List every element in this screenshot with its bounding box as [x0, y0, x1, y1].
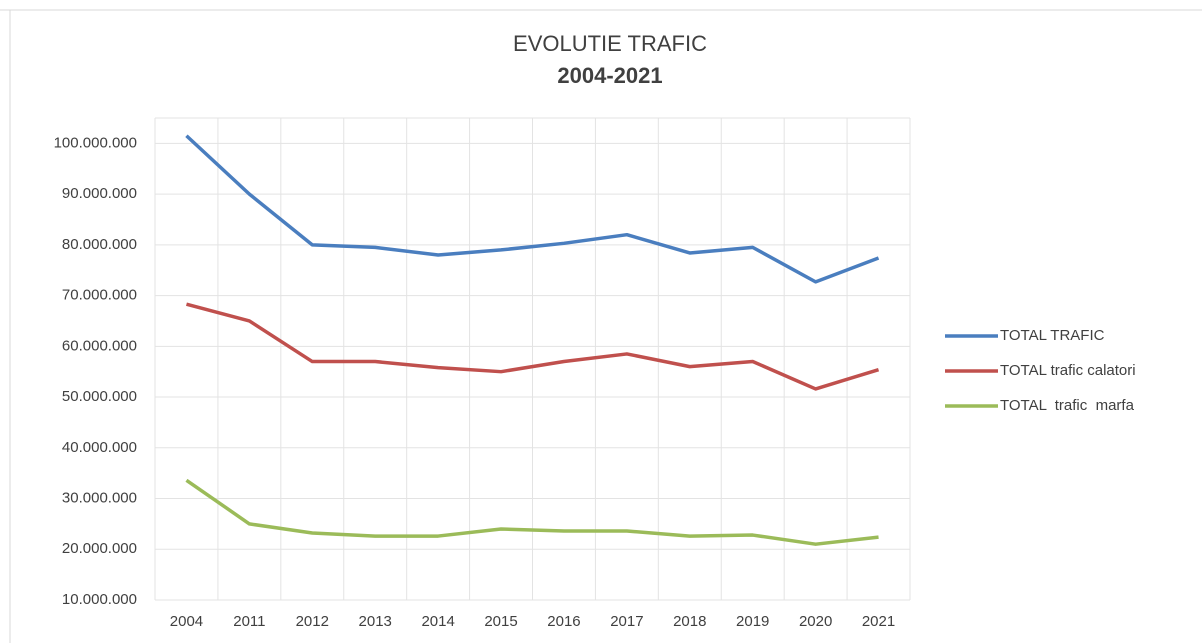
x-tick-label: 2021 [862, 613, 895, 630]
y-tick-label: 90.000.000 [62, 185, 137, 202]
x-tick-label: 2019 [736, 613, 769, 630]
x-tick-label: 2016 [547, 613, 580, 630]
chart-subtitle: 2004-2021 [557, 63, 662, 88]
x-tick-label: 2018 [673, 613, 706, 630]
line-series [185, 134, 880, 284]
legend-label: TOTAL trafic calatori [1000, 362, 1136, 379]
y-tick-label: 60.000.000 [62, 337, 137, 354]
y-tick-label: 70.000.000 [62, 287, 137, 304]
x-tick-label: 2004 [170, 613, 203, 630]
y-tick-label: 50.000.000 [62, 388, 137, 405]
chart-title: EVOLUTIE TRAFIC [513, 31, 707, 56]
x-tick-label: 2012 [296, 613, 329, 630]
x-tick-label: 2011 [233, 613, 265, 630]
x-tick-label: 2014 [421, 613, 454, 630]
y-tick-label: 40.000.000 [62, 439, 137, 456]
y-tick-label: 30.000.000 [62, 489, 137, 506]
y-tick-label: 80.000.000 [62, 236, 137, 253]
y-tick-label: 20.000.000 [62, 540, 137, 557]
line-series [185, 478, 879, 546]
legend-label: TOTAL TRAFIC [1000, 327, 1105, 344]
x-tick-label: 2020 [799, 613, 832, 630]
y-tick-label: 100.000.000 [54, 134, 137, 151]
y-tick-label: 10.000.000 [62, 591, 137, 608]
line-series [186, 302, 880, 391]
x-tick-label: 2015 [484, 613, 517, 630]
x-tick-label: 2013 [359, 613, 392, 630]
legend-label: TOTAL trafic marfa [1000, 397, 1135, 414]
x-tick-label: 2017 [610, 613, 643, 630]
